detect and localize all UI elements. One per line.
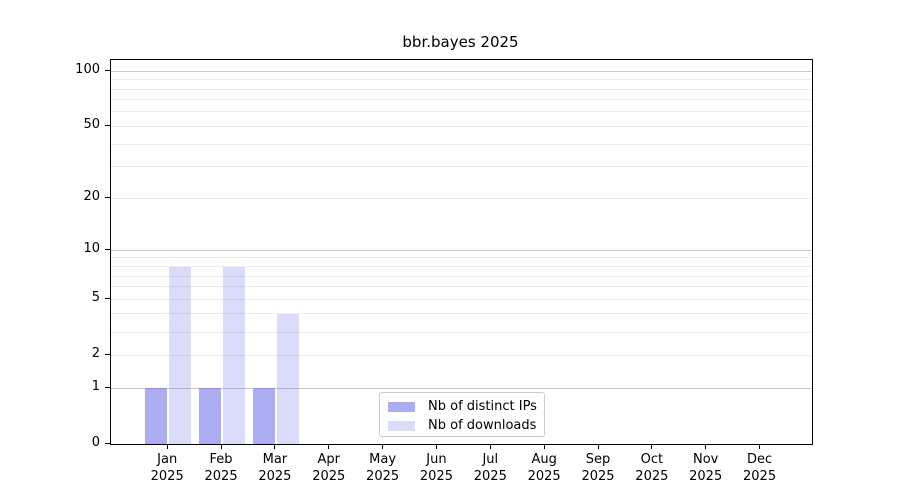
y-tick-label: 20 [83,189,100,205]
x-tick-label-jan: Jan 2025 [139,451,195,485]
x-tick-month: Dec [746,452,773,467]
x-tick-month: Oct [640,452,664,467]
legend-swatch-downloads [388,420,415,431]
x-tick-month: Jul [482,452,499,467]
gridline-minor [111,354,812,356]
gridline-minor [111,266,812,267]
bar-distinct-ips-mar [252,388,275,444]
x-tick-month: Apr [317,452,341,467]
x-tick-month: Jun [426,452,447,467]
x-tick-year: 2025 [689,469,723,484]
legend-label-downloads: Nb of downloads [428,418,537,433]
x-tick-label-oct: Oct 2025 [624,451,680,485]
legend-swatch-distinct-ips [388,401,415,412]
x-tick-month: Feb [209,452,233,467]
x-tick-label-nov: Nov 2025 [678,451,734,485]
x-tick-label-jul: Jul 2025 [462,451,518,485]
x-tick-mark [489,444,491,449]
y-tick-label: 0 [91,435,100,450]
x-tick-mark [382,444,384,449]
x-tick-month: Aug [531,452,557,467]
legend-item-distinct-ips: Nb of distinct IPs [388,397,544,416]
y-tick-mark [105,124,110,126]
legend-label-distinct-ips: Nb of distinct IPs [428,399,537,414]
gridline-minor [111,298,812,300]
y-tick-mark [105,297,110,299]
plot-area [110,59,813,445]
gridline-minor [111,111,812,113]
x-tick-label-aug: Aug 2025 [516,451,572,485]
y-tick-mark [105,69,110,71]
bar-distinct-ips-jan [145,388,168,444]
bar-downloads-feb [223,266,246,444]
x-tick-mark [220,444,222,449]
y-tick-label: 10 [83,241,100,257]
x-tick-label-may: May 2025 [355,451,411,485]
y-tick-label: 100 [75,62,100,78]
x-tick-year: 2025 [527,469,561,484]
y-tick-label: 5 [91,290,100,306]
x-tick-month: Nov [693,452,719,467]
gridline-minor [111,166,812,168]
x-tick-month: Sep [585,452,611,467]
x-tick-year: 2025 [581,469,615,484]
gridline-minor [111,88,812,90]
y-tick-mark [105,196,110,198]
x-tick-mark [651,444,653,449]
x-tick-mark [166,444,168,449]
x-tick-year: 2025 [743,469,777,484]
gridline-minor [111,99,812,101]
y-tick-label: 1 [91,379,100,394]
x-tick-mark [597,444,599,449]
x-tick-year: 2025 [635,469,669,484]
x-tick-mark [274,444,276,449]
x-tick-mark [328,444,330,449]
x-tick-year: 2025 [204,469,238,484]
x-tick-month: Mar [262,452,288,467]
x-tick-mark [543,444,545,449]
legend: Nb of distinct IPs Nb of downloads [379,392,545,437]
gridline-minor [111,275,812,277]
gridline-minor [111,313,812,315]
y-tick-label: 2 [91,346,100,362]
x-tick-mark [435,444,437,449]
x-tick-mark [759,444,761,449]
x-tick-label-sep: Sep 2025 [570,451,626,485]
x-tick-label-feb: Feb 2025 [193,451,249,485]
x-tick-year: 2025 [312,469,346,484]
x-tick-month: Jan [157,452,178,467]
gridline-minor [111,125,812,127]
y-tick-label: 50 [83,117,100,133]
y-tick-mark [105,386,110,388]
x-tick-mark [705,444,707,449]
gridline-minor [111,143,812,145]
gridline-minor [111,197,812,199]
gridline-minor [111,331,812,333]
x-tick-label-apr: Apr 2025 [301,451,357,485]
bar-downloads-mar [276,314,299,444]
x-tick-year: 2025 [473,469,507,484]
gridline-major [111,249,812,251]
bar-distinct-ips-feb [199,388,222,444]
x-tick-month: May [369,452,397,467]
gridline-minor [111,257,812,259]
gridline-minor [111,286,812,288]
legend-item-downloads: Nb of downloads [388,416,544,435]
y-tick-mark [105,248,110,250]
x-tick-label-mar: Mar 2025 [247,451,303,485]
gridline-minor [111,79,812,81]
y-tick-mark [105,442,110,444]
x-tick-label-dec: Dec 2025 [732,451,788,485]
x-tick-year: 2025 [366,469,400,484]
y-tick-mark [105,353,110,355]
bar-downloads-jan [169,266,192,444]
x-tick-year: 2025 [150,469,184,484]
x-tick-year: 2025 [258,469,292,484]
gridline-major [111,387,812,389]
gridline-major [111,70,812,72]
x-tick-year: 2025 [419,469,453,484]
x-tick-label-jun: Jun 2025 [408,451,464,485]
chart-title: bbr.bayes 2025 [402,33,519,51]
